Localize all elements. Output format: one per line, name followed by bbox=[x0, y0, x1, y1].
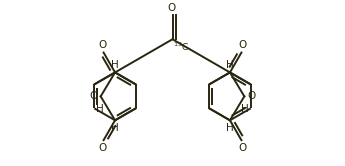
Text: O: O bbox=[98, 40, 106, 50]
Text: O: O bbox=[239, 143, 247, 153]
Text: O: O bbox=[167, 3, 176, 13]
Text: O: O bbox=[90, 91, 98, 101]
Text: O: O bbox=[239, 40, 247, 50]
Text: O: O bbox=[247, 91, 255, 101]
Text: H: H bbox=[241, 104, 249, 114]
Text: H: H bbox=[111, 60, 119, 70]
Text: H: H bbox=[226, 60, 234, 70]
Text: H: H bbox=[226, 123, 234, 133]
Text: H: H bbox=[111, 123, 119, 133]
Text: O: O bbox=[98, 143, 106, 153]
Text: H: H bbox=[96, 104, 104, 114]
Text: $^{13}$C: $^{13}$C bbox=[174, 40, 190, 53]
